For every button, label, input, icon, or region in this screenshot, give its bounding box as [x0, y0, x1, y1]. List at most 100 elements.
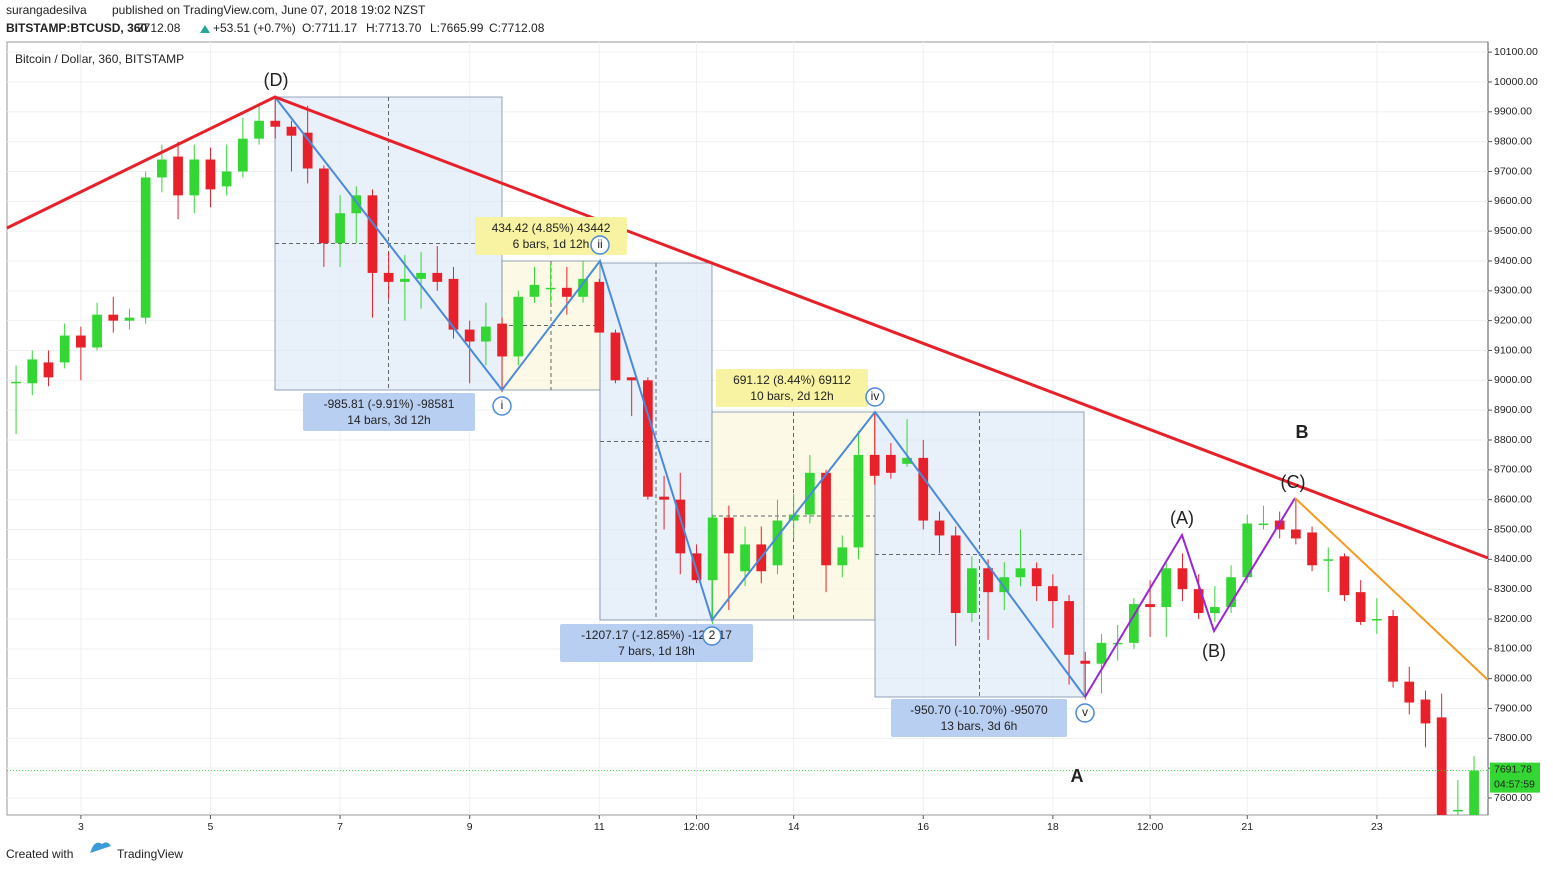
y-tick-label: 7800.00 [1494, 732, 1532, 744]
candle-body [464, 329, 475, 342]
wave-circle [702, 626, 722, 646]
candle-body [432, 272, 443, 282]
wave-line [1294, 497, 1488, 681]
candle-body [92, 314, 102, 348]
candle-body [1129, 604, 1139, 643]
candle-body [157, 159, 167, 178]
candle-body [400, 278, 410, 282]
y-tick-label: 9700.00 [1494, 165, 1532, 177]
y-tick-label: 8000.00 [1494, 672, 1532, 684]
measure-label: 10 bars, 2d 12h [750, 389, 833, 403]
open: O:7711.17 [302, 21, 357, 35]
footer-created: Created with [6, 847, 73, 861]
y-tick-label: 7900.00 [1494, 702, 1532, 714]
measure-label: 14 bars, 3d 12h [347, 413, 430, 427]
y-tick-label: 9000.00 [1494, 374, 1532, 386]
measure-label: 691.12 (8.44%) 69112 [733, 373, 851, 387]
candle-body [1015, 568, 1026, 578]
candle-body [1258, 523, 1269, 526]
last: 7712.08 [137, 21, 181, 35]
candle-body [1193, 589, 1204, 614]
candle-body [934, 520, 945, 536]
candle-body [1242, 523, 1253, 578]
candle-body [481, 326, 491, 342]
change: +53.51 (+0.7%) [213, 21, 296, 35]
y-tick-label: 8800.00 [1494, 434, 1532, 446]
y-tick-label: 8900.00 [1494, 404, 1532, 416]
candle-body [1372, 618, 1382, 621]
candle-body [902, 457, 912, 464]
y-tick-label: 9200.00 [1494, 314, 1532, 326]
wave-circle [590, 235, 610, 255]
candle-body [740, 544, 750, 572]
wave-circle [1075, 703, 1095, 723]
x-tick-label: 3 [78, 821, 84, 833]
logo [90, 842, 111, 853]
candle-body [772, 520, 783, 566]
wave-label: (A) [1170, 508, 1194, 528]
y-tick-label: 8300.00 [1494, 583, 1532, 595]
candle-body [788, 514, 799, 521]
candle-body [837, 547, 848, 566]
x-tick-label: 12:00 [683, 821, 709, 833]
candle-body [1291, 529, 1301, 539]
candle-body [1307, 532, 1317, 566]
y-tick-label: 9500.00 [1494, 225, 1532, 237]
measure-label: 6 bars, 1d 12h [513, 237, 590, 251]
wave-label: (B) [1202, 641, 1226, 661]
measure-label-box [475, 217, 627, 255]
x-tick-label: 14 [788, 821, 800, 833]
measure-label: -985.81 (-9.91%) -98581 [324, 397, 455, 411]
candle-body [1226, 577, 1236, 608]
wave-label: (D) [264, 70, 289, 90]
candle-body [497, 323, 507, 357]
candle-body [562, 287, 572, 297]
candle-body [1355, 592, 1366, 622]
wave-label: B [1296, 422, 1309, 442]
candle-body [270, 120, 281, 127]
candle-body [999, 577, 1010, 593]
y-tick-label: 8600.00 [1494, 493, 1532, 505]
wave-circle-label: v [1082, 705, 1088, 719]
wave-line [1084, 497, 1296, 698]
candle-body [221, 171, 232, 187]
last-price-tag [1490, 762, 1540, 793]
y-tick-label: 8500.00 [1494, 523, 1532, 535]
candle-body [1031, 568, 1042, 587]
candle-body [1323, 559, 1334, 561]
wave-label: A [1071, 766, 1084, 786]
wave-circle [492, 396, 512, 416]
candle-body [286, 126, 297, 136]
candle-body [319, 168, 329, 244]
candle-body [351, 195, 362, 214]
candle-body [238, 138, 248, 172]
candle-body [108, 314, 119, 321]
candle-body [335, 213, 345, 244]
author[interactable]: surangadesilva [6, 3, 87, 17]
candle-body [545, 287, 556, 290]
candle-body [513, 296, 524, 357]
x-tick-label: 23 [1371, 821, 1383, 833]
candle-body [643, 380, 653, 497]
candle-body [1210, 607, 1220, 614]
wave-label: (C) [1281, 472, 1306, 492]
measure-label: 13 bars, 3d 6h [941, 719, 1018, 733]
candle-body [1145, 604, 1155, 608]
candle-body [886, 454, 896, 473]
candle-body [416, 272, 426, 279]
wave-circle-label: 2 [709, 628, 716, 642]
candle-body [302, 132, 313, 169]
measure-label: 434.42 (4.85%) 43442 [492, 221, 611, 235]
low: L:7665.99 [430, 21, 484, 35]
candle-body [983, 568, 993, 593]
candle-body [869, 454, 880, 476]
candle-body [11, 381, 21, 384]
candle-body [1096, 642, 1107, 664]
measure-label-box [716, 369, 868, 407]
measure-label-box [891, 699, 1067, 737]
close: C:7712.08 [489, 21, 545, 35]
candle-body [821, 472, 831, 566]
y-tick-label: 9600.00 [1494, 195, 1532, 207]
candle-body [27, 359, 38, 384]
footer-brand[interactable]: TradingView [117, 847, 183, 861]
